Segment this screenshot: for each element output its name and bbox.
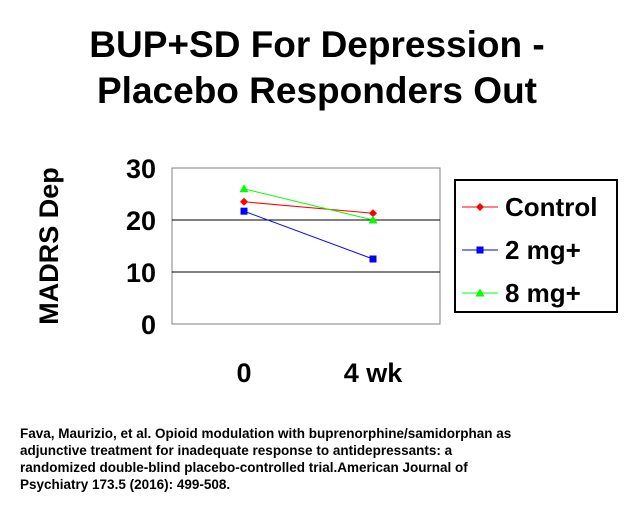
y-tick-labels: 0 10 20 30: [126, 154, 156, 340]
citation-line-1: Fava, Maurizio, et al. Opioid modulation…: [20, 426, 512, 441]
series-line: [243, 201, 374, 214]
legend-box: [454, 179, 618, 313]
legend-marker: [476, 246, 484, 254]
legend-marker: [475, 288, 485, 297]
x-tick-label: 4 wk: [344, 358, 404, 388]
legend-label: Control: [505, 192, 597, 222]
plot-area: [171, 167, 441, 325]
y-tick-label: 0: [141, 310, 156, 340]
legend-marker: [476, 203, 484, 211]
y-tick-label: 30: [126, 154, 156, 184]
chart-title: BUP+SD For Depression - Placebo Responde…: [0, 22, 634, 114]
legend-entry: Control: [462, 192, 597, 222]
citation-line-2: adjunctive treatment for inadequate resp…: [20, 443, 453, 458]
series-8-mg: [239, 184, 378, 224]
legend-label: 8 mg+: [505, 278, 581, 308]
citation: Fava, Maurizio, et al. Opioid modulation…: [20, 425, 600, 493]
data-point: [239, 184, 249, 193]
data-point: [368, 215, 378, 224]
x-tick-label: 0: [236, 358, 251, 388]
citation-line-3: randomized double-blind placebo-controll…: [20, 460, 468, 475]
citation-line-4: Psychiatry 173.5 (2016): 499-508.: [20, 477, 231, 492]
series-control: [240, 197, 377, 218]
series-2-mg: [240, 207, 377, 263]
legend-entry: 8 mg+: [462, 278, 581, 308]
data-point: [369, 209, 377, 218]
y-tick-label: 20: [126, 206, 156, 236]
legend-label: 2 mg+: [505, 235, 581, 265]
series-group: [239, 184, 378, 263]
data-point: [240, 207, 248, 215]
y-tick-label: 10: [126, 258, 156, 288]
chart-title-line-1: BUP+SD For Depression -: [89, 24, 545, 65]
y-axis-label: MADRS Dep: [34, 167, 64, 325]
chart-title-line-2: Placebo Responders Out: [97, 70, 537, 111]
series-line: [243, 188, 374, 221]
series-line: [243, 210, 374, 260]
data-point: [369, 255, 377, 263]
gridlines: [172, 219, 440, 273]
data-point: [240, 197, 248, 206]
x-tick-labels: 0 4 wk: [236, 358, 403, 388]
legend-entry: 2 mg+: [462, 235, 581, 265]
legend: Control 2 mg+ 8 mg+: [462, 192, 597, 308]
